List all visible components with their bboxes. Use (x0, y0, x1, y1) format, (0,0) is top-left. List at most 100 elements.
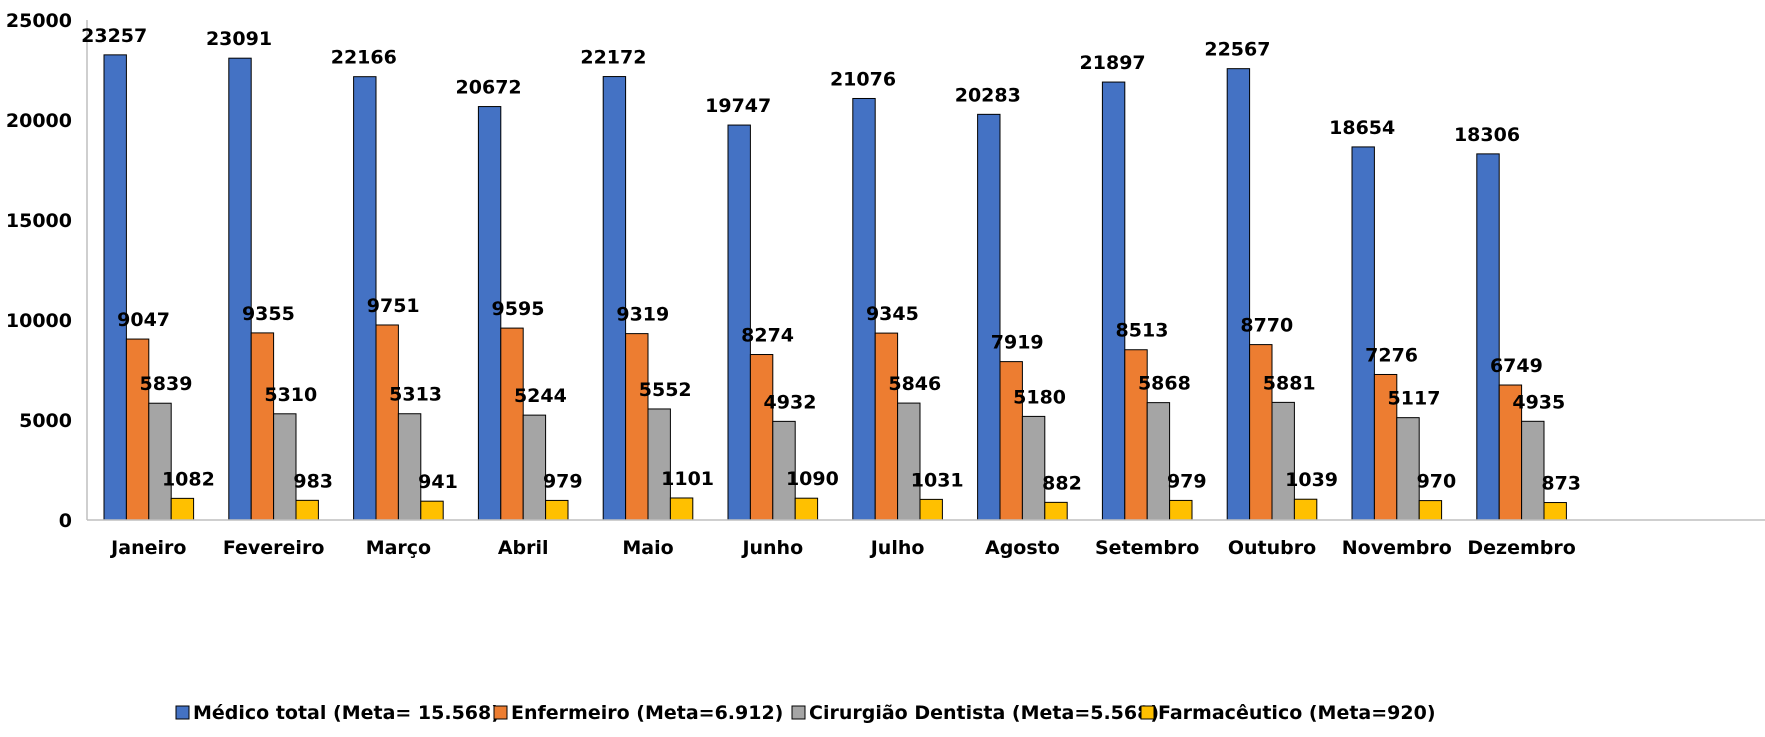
legend-item: Cirurgião Dentista (Meta=5.568) (791, 702, 1159, 724)
y-tick-label: 10000 (6, 310, 72, 332)
data-label: 8770 (1240, 315, 1293, 337)
data-label: 5552 (639, 379, 692, 401)
bar (1271, 401, 1295, 521)
data-label: 970 (1417, 471, 1457, 493)
data-labels: 23257 9047 5839 1082 23091 9355 5310 983 22166 97… (81, 25, 1581, 495)
bar (250, 332, 275, 521)
bar (602, 76, 627, 521)
bar (1351, 146, 1375, 521)
data-label: 8274 (741, 325, 794, 347)
bar (228, 57, 252, 521)
x-tick-label: Junho (740, 537, 803, 559)
y-axis: 0 5000 10000 15000 20000 25000 (6, 10, 88, 532)
bar (1543, 502, 1567, 521)
data-label: 9355 (242, 303, 295, 325)
x-tick-label: Novembro (1342, 537, 1452, 559)
bar (420, 500, 444, 521)
bar (522, 414, 547, 521)
bar (1418, 500, 1443, 521)
legend-swatch (175, 705, 190, 720)
legend-swatch (1140, 705, 1155, 720)
bar (647, 408, 671, 521)
y-tick-label: 5000 (19, 410, 72, 432)
x-tick-label: Fevereiro (223, 537, 325, 559)
bar (1021, 415, 1046, 521)
data-label: 5310 (264, 384, 317, 406)
data-label: 5881 (1263, 372, 1316, 394)
data-label: 22166 (331, 47, 397, 69)
y-tick-label: 20000 (6, 110, 72, 132)
data-label: 9595 (492, 298, 545, 320)
bar (170, 497, 195, 521)
y-tick-label: 0 (59, 510, 72, 532)
data-label: 941 (418, 471, 458, 493)
data-label: 5839 (140, 373, 193, 395)
data-label: 4932 (764, 391, 817, 413)
legend-item: Farmacêutico (Meta=920) (1140, 702, 1436, 724)
data-label: 5313 (389, 384, 442, 406)
bar (500, 327, 524, 521)
bar (295, 499, 319, 521)
bar (625, 333, 649, 521)
data-label: 22172 (580, 47, 646, 69)
bar (1521, 420, 1545, 521)
data-label: 1090 (786, 468, 839, 490)
legend-label: Cirurgião Dentista (Meta=5.568) (809, 702, 1159, 724)
legend-item: Enfermeiro (Meta=6.912) (493, 702, 783, 724)
bar (794, 497, 819, 521)
data-label: 882 (1042, 472, 1082, 494)
x-tick-label: Setembro (1095, 537, 1199, 559)
data-label: 1039 (1285, 469, 1338, 491)
data-label: 19747 (705, 95, 771, 117)
data-label: 23257 (81, 25, 147, 47)
data-label: 1082 (162, 468, 215, 490)
x-tick-label: Março (366, 537, 431, 559)
data-label: 873 (1541, 473, 1581, 495)
data-label: 9751 (367, 295, 420, 317)
bar (1249, 344, 1273, 521)
bar (1044, 501, 1068, 521)
data-label: 5244 (514, 385, 567, 407)
data-label: 7276 (1365, 344, 1418, 366)
legend-label: Enfermeiro (Meta=6.912) (511, 702, 783, 724)
data-label: 5846 (888, 373, 941, 395)
x-tick-label: Agosto (985, 537, 1060, 559)
legend: Médico total (Meta= 15.568) Enfermeiro (M… (175, 702, 1436, 724)
bar (669, 497, 694, 521)
bar (749, 354, 774, 521)
legend-label: Médico total (Meta= 15.568) (193, 702, 500, 724)
data-label: 23091 (206, 28, 272, 50)
data-label: 5180 (1013, 386, 1066, 408)
data-label: 18306 (1454, 124, 1520, 146)
data-label: 5117 (1388, 388, 1441, 410)
bar (103, 54, 127, 521)
data-label: 8513 (1116, 320, 1169, 342)
bar (545, 499, 569, 521)
bar (1396, 417, 1420, 521)
bar (1101, 81, 1126, 521)
data-label: 4935 (1512, 391, 1565, 413)
x-tick-label: Janeiro (109, 537, 186, 559)
bar (999, 361, 1023, 521)
legend-item: Médico total (Meta= 15.568) (175, 702, 500, 724)
x-tick-label: Maio (622, 537, 673, 559)
x-tick-label: Abril (498, 537, 549, 559)
y-tick-label: 25000 (6, 10, 72, 32)
data-label: 1031 (911, 469, 964, 491)
x-tick-label: Julho (869, 537, 925, 559)
bar (125, 338, 150, 521)
bar (977, 113, 1001, 521)
legend-swatch (493, 705, 508, 720)
x-axis: Janeiro Fevereiro Março Abril Maio Junho Julho… (87, 519, 1765, 559)
x-tick-label: Outubro (1228, 537, 1316, 559)
data-label: 983 (293, 470, 333, 492)
data-label: 9047 (117, 309, 170, 331)
bar (375, 324, 399, 521)
legend-swatch (791, 705, 806, 720)
data-label: 6749 (1490, 355, 1543, 377)
data-label: 979 (1167, 470, 1207, 492)
bar (1169, 499, 1193, 521)
data-label: 979 (543, 470, 583, 492)
data-label: 7919 (991, 332, 1044, 354)
